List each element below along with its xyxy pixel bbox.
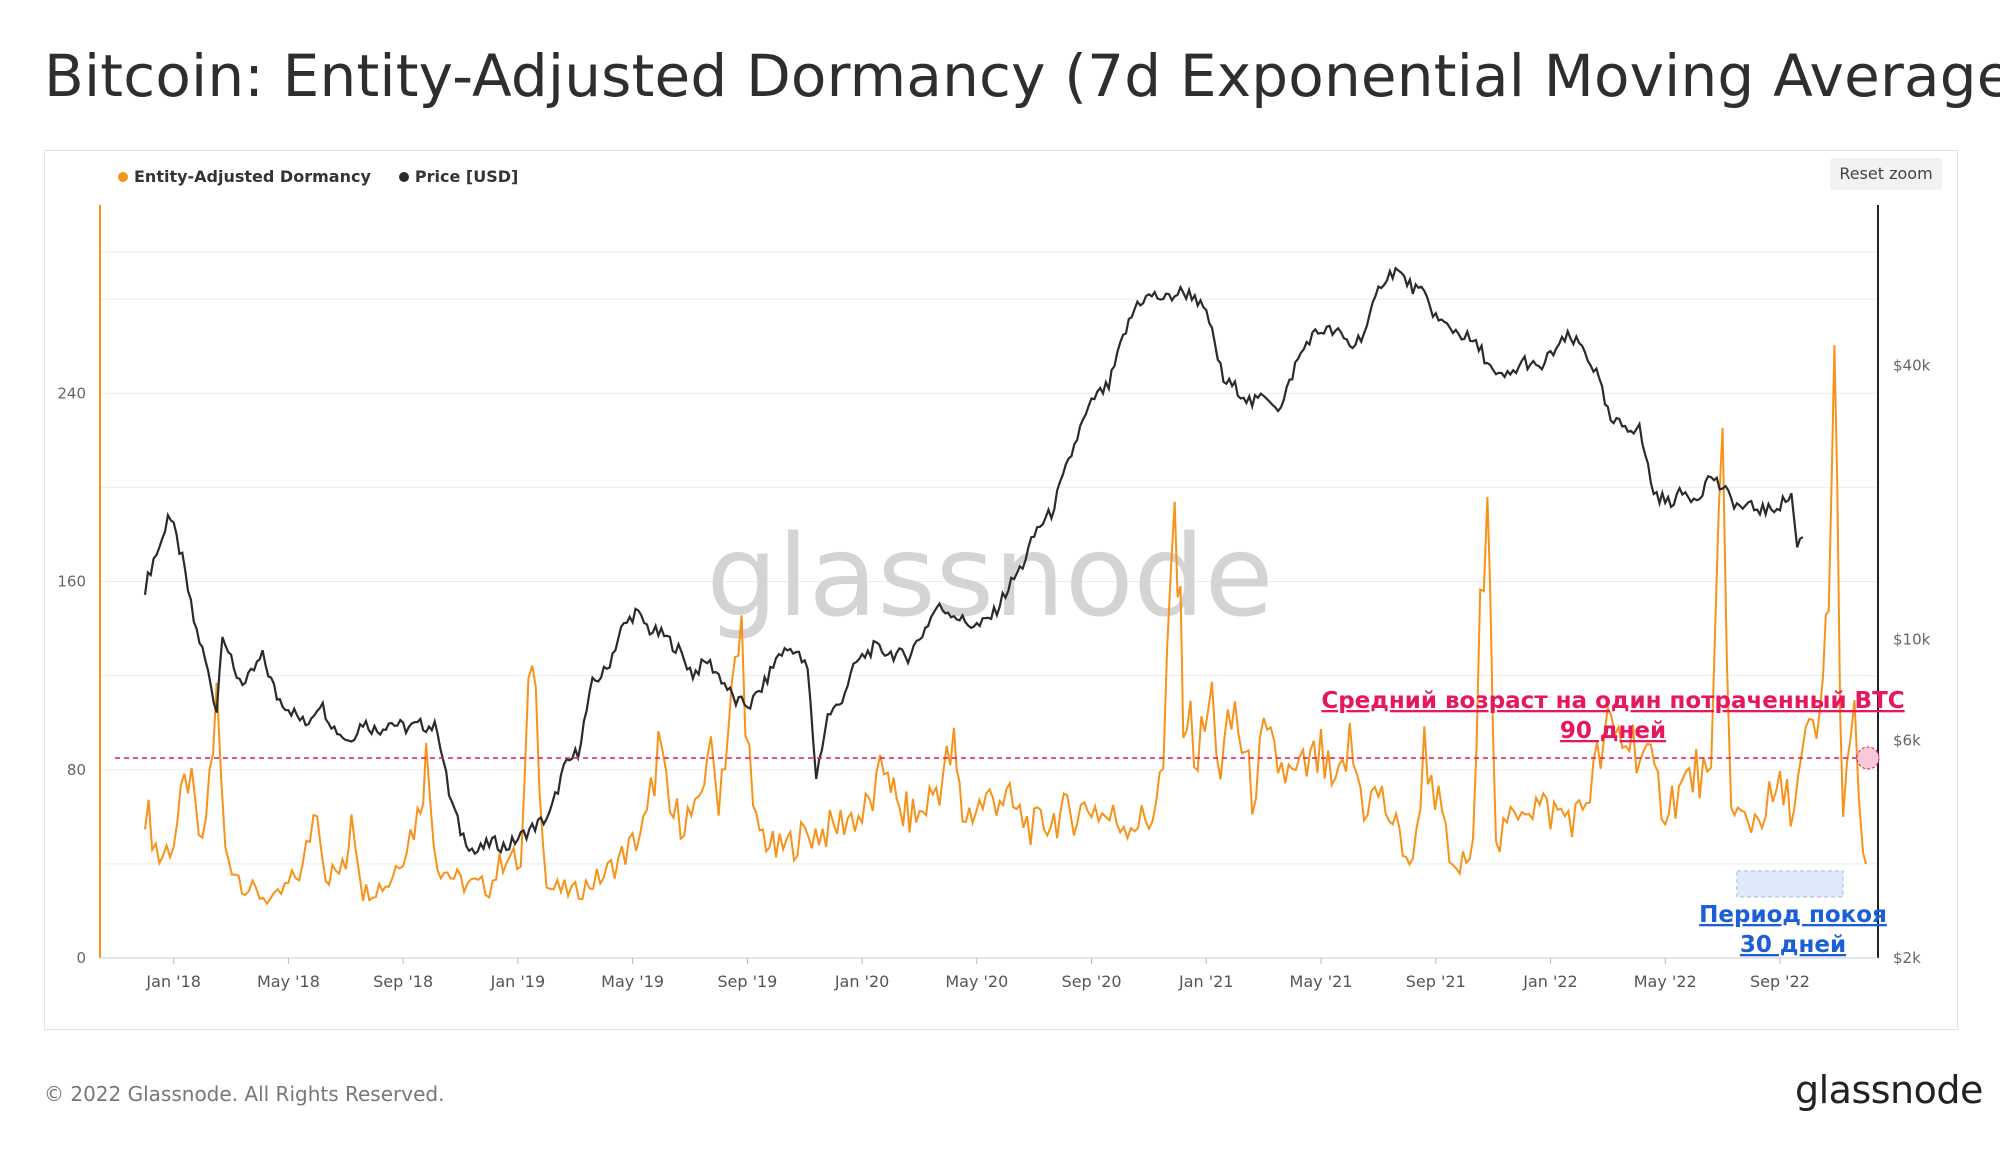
watermark: glassnode — [706, 512, 1273, 642]
x-tick-label: May '22 — [1634, 972, 1697, 991]
legend-dot-icon — [398, 171, 409, 182]
x-tick-label: Jan '21 — [1178, 972, 1234, 991]
legend-item-price[interactable]: Price [USD] — [398, 167, 519, 186]
x-tick-label: Jan '18 — [145, 972, 201, 991]
y-tick-label-right: $6k — [1893, 732, 1921, 750]
annotation-threshold-value: 90 дней — [1560, 718, 1666, 744]
glassnode-logo: glassnode — [1795, 1068, 1983, 1112]
x-tick-label: May '18 — [257, 972, 320, 991]
y-tick-label-left: 80 — [67, 761, 86, 779]
x-tick-label: May '19 — [601, 972, 664, 991]
x-tick-label: Sep '22 — [1750, 972, 1810, 991]
legend-dot-icon — [118, 171, 128, 182]
threshold-marker — [1856, 746, 1880, 770]
y-tick-label-right: $10k — [1893, 631, 1931, 649]
legend-label-price: Price [USD] — [414, 167, 519, 186]
y-tick-label-left: 160 — [57, 573, 86, 591]
series-line-dormancy — [144, 345, 1867, 906]
chart-frame — [44, 150, 1958, 1030]
legend: Entity-Adjusted Dormancy Price [USD] — [118, 167, 518, 186]
annotation-calm-label: Период покоя — [1699, 902, 1887, 928]
series-line-price — [143, 266, 1804, 856]
y-tick-label-right: $2k — [1893, 949, 1921, 967]
x-tick-label: May '20 — [945, 972, 1008, 991]
x-tick-label: Jan '22 — [1522, 972, 1578, 991]
y-tick-label-left: 0 — [76, 949, 86, 967]
x-tick-label: Sep '20 — [1062, 972, 1122, 991]
annotation-calm-value: 30 дней — [1740, 932, 1846, 958]
calm-period-highlight — [1736, 870, 1844, 898]
x-tick-label: Jan '20 — [834, 972, 890, 991]
x-tick-label: Sep '19 — [717, 972, 777, 991]
annotation-threshold-label: Средний возраст на один потраченный BTC — [1321, 688, 1904, 714]
reset-zoom-button[interactable]: Reset zoom — [1830, 158, 1942, 190]
legend-item-dormancy[interactable]: Entity-Adjusted Dormancy — [118, 167, 371, 186]
copyright-text: © 2022 Glassnode. All Rights Reserved. — [44, 1082, 445, 1106]
legend-label-dormancy: Entity-Adjusted Dormancy — [134, 167, 371, 186]
x-tick-label: May '21 — [1290, 972, 1353, 991]
x-tick-label: Sep '18 — [373, 972, 433, 991]
y-tick-label-left: 240 — [57, 384, 86, 402]
y-tick-label-right: $40k — [1893, 356, 1931, 374]
page-title: Bitcoin: Entity-Adjusted Dormancy (7d Ex… — [44, 42, 2000, 110]
x-tick-label: Jan '19 — [490, 972, 546, 991]
x-tick-label: Sep '21 — [1406, 972, 1466, 991]
